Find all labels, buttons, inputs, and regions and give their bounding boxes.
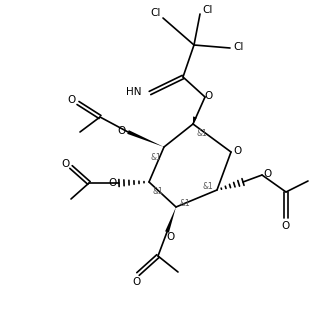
Text: &1: &1 — [180, 199, 190, 208]
Text: O: O — [61, 159, 69, 169]
Text: O: O — [68, 95, 76, 105]
Text: O: O — [234, 146, 242, 156]
Text: O: O — [167, 232, 175, 242]
Text: &1: &1 — [197, 128, 207, 137]
Text: O: O — [118, 126, 126, 136]
Text: HN: HN — [127, 87, 142, 97]
Text: O: O — [109, 178, 117, 188]
Polygon shape — [165, 207, 176, 233]
Text: &1: &1 — [152, 187, 163, 196]
Text: O: O — [282, 221, 290, 231]
Text: &1: &1 — [203, 182, 213, 191]
Polygon shape — [127, 130, 164, 147]
Text: O: O — [205, 91, 213, 101]
Text: &1: &1 — [151, 152, 161, 161]
Text: O: O — [264, 169, 272, 179]
Text: Cl: Cl — [234, 42, 244, 52]
Polygon shape — [193, 117, 197, 124]
Text: O: O — [133, 277, 141, 287]
Text: Cl: Cl — [151, 8, 161, 18]
Text: Cl: Cl — [203, 5, 213, 15]
